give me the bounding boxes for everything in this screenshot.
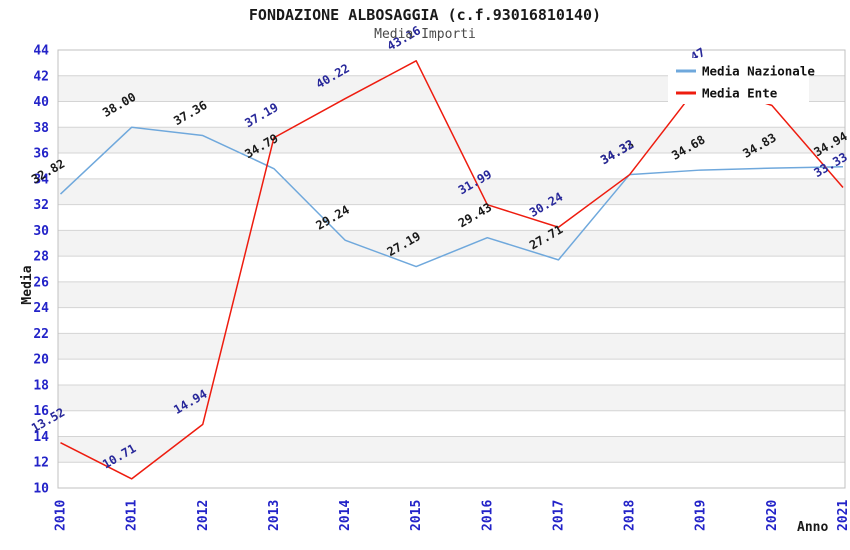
y-tick-label: 30 [33,224,49,239]
grid-band [58,307,845,334]
y-tick-label: 32 [33,198,49,213]
y-tick-label: 18 [33,378,49,393]
y-tick-label: 44 [33,44,49,59]
chart-subtitle: Media Importi [374,27,476,42]
grid-band [58,462,845,488]
y-tick-label: 38 [33,121,49,136]
series-line-media-nazionale [59,126,844,268]
y-tick-label: 42 [33,69,49,84]
y-tick-label: 10 [33,482,49,497]
plot-border [57,49,846,489]
x-axis-title: Anno [797,520,828,535]
grid-band [58,153,845,179]
grid-band [58,436,845,463]
grid-band [58,359,845,385]
x-tick-label: 2020 [765,500,780,531]
x-tick-label: 2015 [409,500,424,531]
y-tick-label: 12 [33,456,49,471]
grid-band [58,410,845,437]
grid-band [58,256,845,282]
grid-band [58,101,845,128]
chart-title: FONDAZIONE ALBOSAGGIA (c.f.93016810140) [248,6,602,24]
y-tick-label: 22 [33,327,49,342]
x-tick-label: 2014 [338,500,353,531]
y-axis-title: Media [20,265,35,304]
y-tick-label: 20 [33,353,49,368]
x-tick-label: 2012 [196,500,211,531]
grid-band [58,333,845,360]
y-tick-label: 24 [33,301,49,316]
x-tick-label: 2019 [694,500,709,531]
x-tick-label: 2010 [54,500,69,531]
grid-band [58,178,845,205]
y-tick-label: 28 [33,250,49,265]
x-tick-label: 2021 [836,500,850,531]
legend-label: Media Ente [702,86,778,101]
x-tick-label: 2017 [551,500,566,531]
grid-band [58,281,845,308]
y-tick-label: 36 [33,147,49,162]
y-tick-label: 16 [33,404,49,419]
legend-label: Media Nazionale [702,64,815,79]
x-tick-label: 2016 [480,500,495,531]
legend-box [668,58,809,104]
grid-band [58,384,845,411]
y-tick-label: 26 [33,275,49,290]
x-tick-label: 2013 [267,500,282,531]
y-tick-label: 40 [33,95,49,110]
grid-band [58,204,845,231]
y-tick-label: 14 [33,430,49,445]
x-tick-label: 2018 [623,500,638,531]
x-tick-label: 2011 [125,500,140,531]
y-tick-label: 34 [33,172,49,187]
